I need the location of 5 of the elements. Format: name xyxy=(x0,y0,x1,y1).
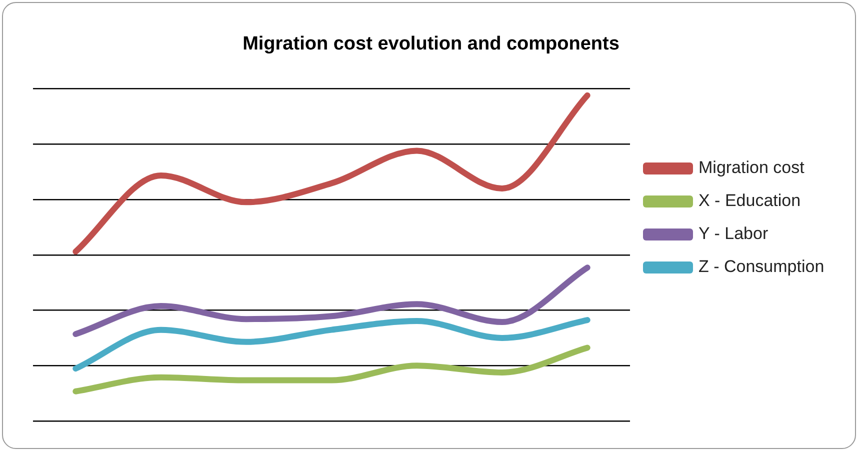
legend-label: X - Education xyxy=(698,191,801,210)
legend-label: Z - Consumption xyxy=(698,257,824,276)
legend-label: Migration cost xyxy=(698,158,805,178)
legend-label: Y - Labor xyxy=(698,224,768,244)
chart-title: Migration cost evolution and components xyxy=(242,34,620,55)
